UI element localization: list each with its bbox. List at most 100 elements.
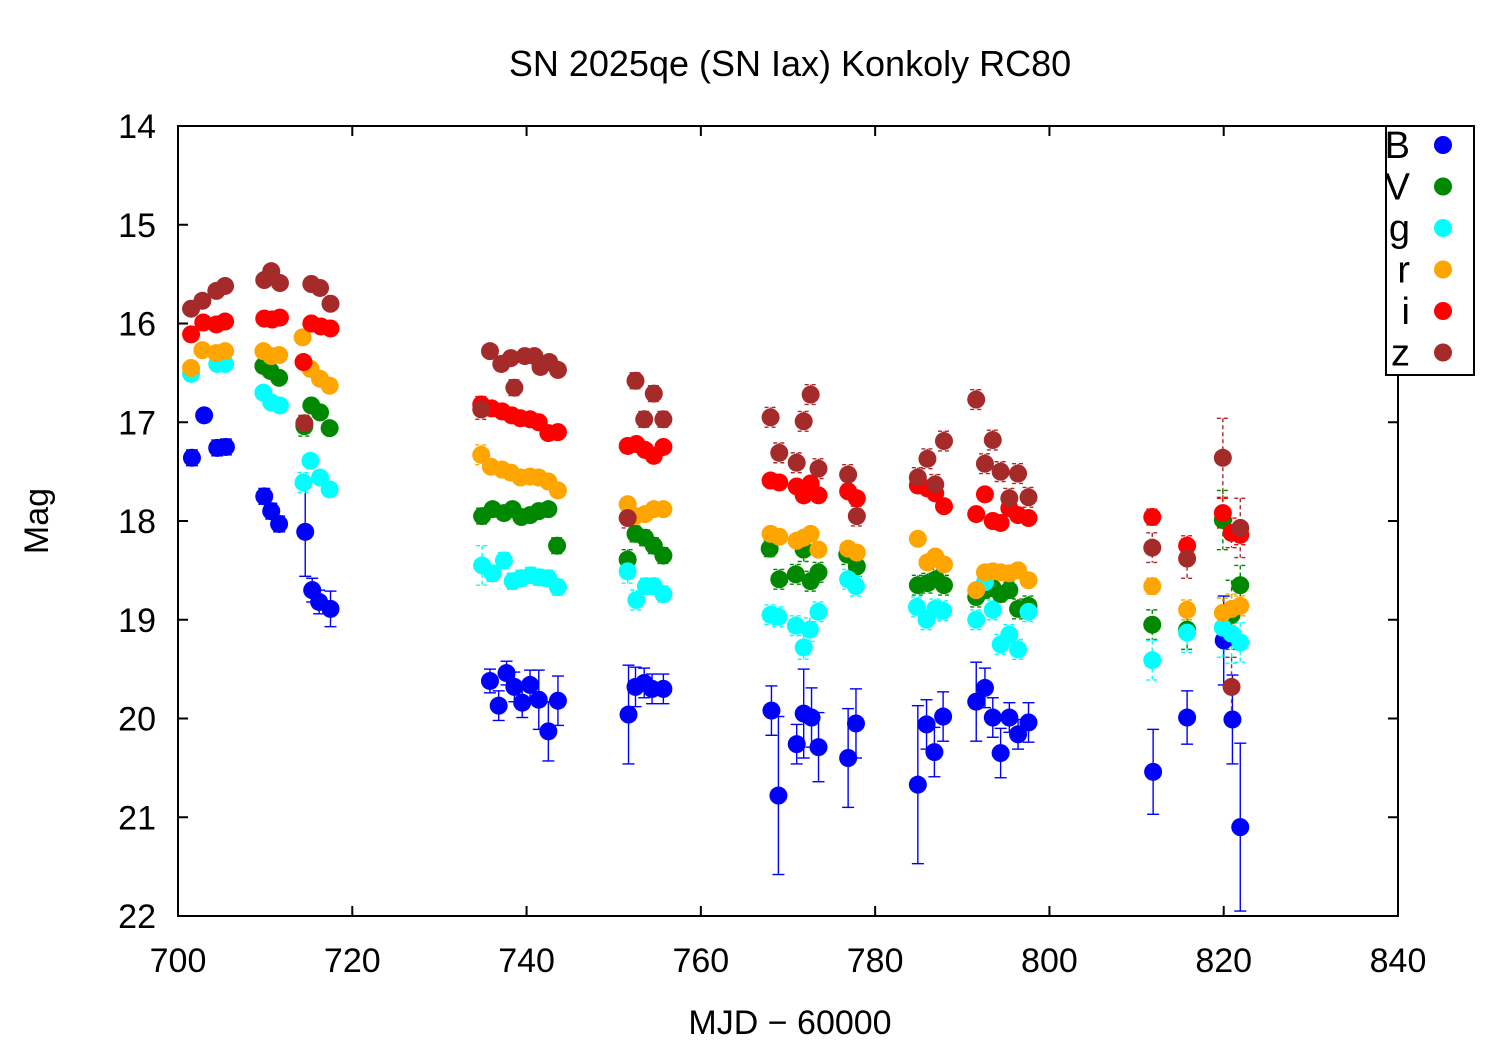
data-point-i: [975, 485, 994, 504]
data-point-r: [320, 376, 339, 395]
data-point-i: [321, 319, 340, 338]
legend-label-g: g: [1389, 208, 1410, 250]
data-point-i: [216, 312, 235, 331]
y-tick-label: 17: [118, 404, 156, 442]
data-point-r: [770, 527, 789, 546]
data-point-B: [802, 708, 821, 727]
y-tick-label: 18: [118, 503, 156, 541]
data-point-g: [483, 564, 502, 583]
data-point-B: [505, 677, 524, 696]
data-point-B: [548, 691, 567, 710]
data-point-z: [839, 465, 858, 484]
data-point-z: [618, 509, 637, 528]
data-point-B: [497, 664, 516, 683]
chart-title: SN 2025qe (SN Iax) Konkoly RC80: [509, 43, 1071, 84]
data-point-B: [195, 406, 214, 425]
data-point-V: [847, 557, 866, 576]
data-point-r: [847, 543, 866, 562]
data-point-B: [255, 487, 274, 506]
legend-label-z: z: [1391, 333, 1410, 375]
x-tick-label: 800: [1021, 942, 1078, 980]
data-point-V: [809, 563, 828, 582]
x-tick-label: 820: [1195, 942, 1252, 980]
legend-marker-z: [1434, 343, 1452, 362]
data-point-i: [548, 423, 567, 442]
data-point-z: [1019, 488, 1038, 507]
data-point-z: [270, 274, 289, 293]
data-point-g: [548, 578, 567, 597]
legend-box: [1385, 125, 1475, 376]
data-point-i: [1143, 508, 1162, 527]
data-point-i: [770, 473, 789, 492]
data-point-g: [846, 577, 865, 596]
data-point-B: [908, 775, 927, 794]
y-tick-label: 20: [118, 701, 156, 739]
x-tick-labels: 700 720 740 760 780 800 820 840: [150, 942, 1427, 980]
data-point-r: [548, 481, 567, 500]
data-point-g: [934, 601, 953, 620]
data-point-g: [618, 562, 637, 581]
data-point-z: [1143, 538, 1162, 557]
legend-marker-g: [1434, 219, 1452, 237]
data-point-B: [991, 744, 1010, 763]
data-point-z: [761, 408, 780, 427]
data-point-B: [769, 786, 788, 805]
data-point-r: [1019, 571, 1038, 590]
data-point-r: [216, 342, 235, 361]
data-point-B: [513, 693, 532, 712]
x-tick-label: 740: [498, 942, 555, 980]
data-point-B: [182, 448, 201, 467]
data-point-g: [320, 480, 339, 499]
data-point-g: [794, 638, 813, 657]
legend-marker-V: [1434, 177, 1452, 196]
data-point-i: [294, 353, 313, 372]
data-point-z: [1009, 464, 1028, 483]
data-point-g: [967, 610, 986, 629]
data-point-z: [626, 371, 645, 390]
data-point-V: [1000, 581, 1019, 600]
data-point-z: [787, 453, 806, 472]
data-point-z: [1178, 549, 1197, 568]
data-point-V: [654, 546, 673, 565]
data-point-r: [193, 341, 212, 360]
data-point-V: [270, 368, 289, 387]
data-point-g: [1231, 633, 1250, 652]
data-point-z: [991, 462, 1010, 481]
data-point-V: [548, 536, 567, 555]
legend-label-B: B: [1385, 125, 1410, 167]
data-point-g: [1009, 640, 1028, 659]
data-point-B: [934, 707, 953, 726]
y-axis-label: Mag: [18, 488, 56, 554]
data-point-r: [1178, 600, 1197, 619]
data-point-z: [926, 475, 945, 494]
data-point-g: [301, 451, 320, 470]
x-tick-label: 840: [1370, 942, 1427, 980]
data-point-z: [635, 410, 654, 429]
data-point-B: [1019, 713, 1038, 732]
data-point-i: [270, 308, 289, 327]
data-point-r: [809, 540, 828, 559]
y-tick-label: 16: [118, 306, 156, 344]
data-point-B: [1144, 762, 1163, 781]
data-point-z: [983, 431, 1002, 450]
data-point-g: [769, 607, 788, 626]
data-point-B: [925, 743, 944, 762]
data-point-z: [967, 390, 986, 409]
data-point-V: [786, 565, 805, 584]
data-point-B: [917, 715, 936, 734]
error-bars-layer: [185, 267, 1247, 912]
x-axis-label: MJD − 60000: [688, 1004, 891, 1042]
data-point-g: [786, 616, 805, 635]
data-point-V: [770, 570, 789, 589]
data-point-B: [762, 701, 781, 720]
y-tick-label: 14: [118, 108, 156, 146]
data-point-B: [539, 722, 558, 741]
data-point-z: [1000, 489, 1019, 508]
data-point-B: [975, 678, 994, 697]
data-point-r: [654, 500, 673, 519]
data-point-g: [809, 602, 828, 621]
data-point-B: [846, 714, 865, 733]
data-point-z: [809, 459, 828, 478]
data-point-g: [294, 473, 313, 492]
